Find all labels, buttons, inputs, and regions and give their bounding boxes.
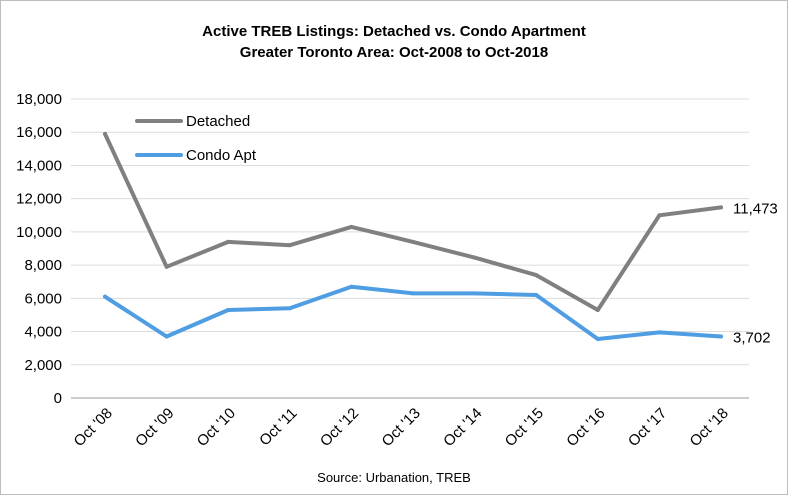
y-tick-label: 0 xyxy=(54,390,62,407)
end-value-label: 11,473 xyxy=(733,200,778,217)
data-point xyxy=(103,294,107,299)
y-tick-label: 14,000 xyxy=(16,157,62,174)
y-tick-label: 6,000 xyxy=(24,290,62,307)
data-point xyxy=(287,243,292,248)
data-point xyxy=(534,293,539,298)
chart-title-line-1: Active TREB Listings: Detached vs. Condo… xyxy=(202,23,586,40)
y-tick-label: 10,000 xyxy=(16,224,62,241)
legend-label: Condo Apt xyxy=(186,147,257,164)
end-value-label: 3,702 xyxy=(733,330,771,347)
data-point xyxy=(411,239,415,244)
legend-label: Detached xyxy=(186,113,250,130)
data-point xyxy=(657,330,662,335)
chart-source: Source: Urbanation, TREB xyxy=(317,470,471,485)
data-point xyxy=(719,205,723,210)
data-point xyxy=(595,337,600,342)
y-tick-label: 4,000 xyxy=(24,324,62,341)
data-point xyxy=(226,307,231,312)
data-point xyxy=(164,334,169,339)
x-tick-label: Oct '17 xyxy=(625,405,670,450)
data-point xyxy=(349,224,354,229)
chart-title: Active TREB Listings: Detached vs. Condo… xyxy=(1,21,787,63)
y-tick-label: 12,000 xyxy=(16,191,62,208)
x-tick-label: Oct '13 xyxy=(379,405,424,450)
data-point xyxy=(103,131,107,136)
y-tick-label: 8,000 xyxy=(24,257,62,274)
y-tick-label: 2,000 xyxy=(24,357,62,374)
x-tick-label: Oct '14 xyxy=(440,405,485,450)
x-tick-label: Oct '10 xyxy=(194,405,239,450)
data-point xyxy=(595,307,600,312)
chart-title-line-2: Greater Toronto Area: Oct-2008 to Oct-20… xyxy=(239,44,549,61)
x-tick-label: Oct '11 xyxy=(256,405,301,450)
x-tick-label: Oct '08 xyxy=(71,405,116,450)
x-tick-label: Oct '16 xyxy=(563,405,608,450)
data-point xyxy=(164,264,169,269)
data-point xyxy=(472,291,477,296)
y-tick-label: 16,000 xyxy=(16,124,62,141)
y-tick-label: 18,000 xyxy=(16,91,62,108)
data-point xyxy=(349,284,354,289)
data-point xyxy=(472,255,477,260)
x-tick-label: Oct '12 xyxy=(317,405,362,450)
data-point xyxy=(226,239,231,244)
data-point xyxy=(287,306,292,311)
data-point xyxy=(657,213,662,218)
data-point xyxy=(534,273,539,278)
x-tick-label: Oct '09 xyxy=(132,405,177,450)
x-tick-label: Oct '18 xyxy=(687,405,732,450)
data-point xyxy=(719,334,723,339)
x-tick-label: Oct '15 xyxy=(502,405,547,450)
data-point xyxy=(411,291,415,296)
